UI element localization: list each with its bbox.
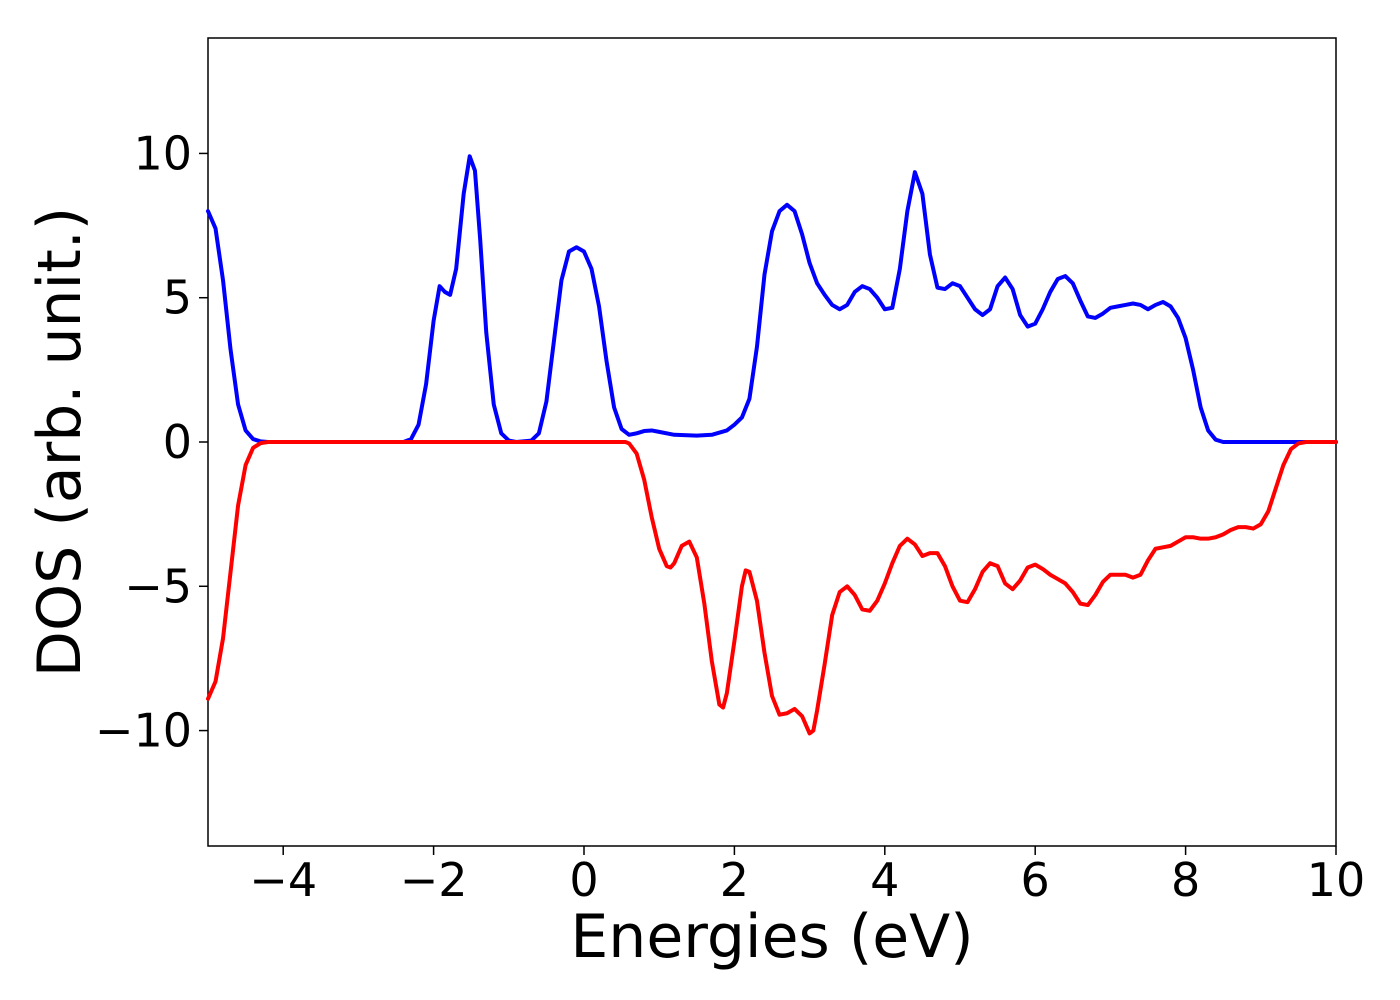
x-tick-label: 0 xyxy=(569,853,598,907)
x-tick-label: 6 xyxy=(1021,853,1050,907)
x-axis-label: Energies (eV) xyxy=(570,902,973,972)
y-axis-label: DOS (arb. unit.) xyxy=(25,207,95,677)
x-tick-label: 8 xyxy=(1171,853,1200,907)
x-tick-label: 4 xyxy=(870,853,899,907)
y-tick-label: 10 xyxy=(133,126,192,180)
series-line-0 xyxy=(206,154,1338,444)
y-tick-label: 5 xyxy=(163,271,192,325)
series-line-1 xyxy=(206,440,1338,736)
x-tick-label: −2 xyxy=(400,853,468,907)
y-tick-label: −10 xyxy=(95,704,192,758)
y-tick-label: −5 xyxy=(124,559,192,613)
series-layer xyxy=(206,154,1338,736)
x-tick-label: 10 xyxy=(1307,853,1366,907)
y-axis-ticks: −10 −5 0 5 10 xyxy=(95,126,208,758)
x-tick-label: 2 xyxy=(720,853,749,907)
x-axis-ticks: −4 −2 0 2 4 6 8 10 xyxy=(249,846,1365,907)
x-tick-label: −4 xyxy=(249,853,317,907)
y-tick-label: 0 xyxy=(163,415,192,469)
